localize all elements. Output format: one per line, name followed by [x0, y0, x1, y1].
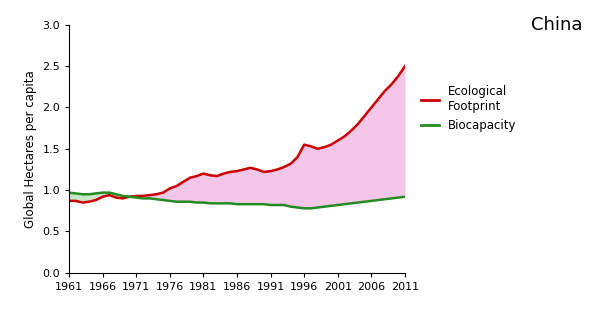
Legend: Ecological
Footprint, Biocapacity: Ecological Footprint, Biocapacity: [421, 85, 517, 132]
Y-axis label: Global Hectares per capita: Global Hectares per capita: [23, 70, 37, 228]
Text: China: China: [530, 16, 582, 33]
